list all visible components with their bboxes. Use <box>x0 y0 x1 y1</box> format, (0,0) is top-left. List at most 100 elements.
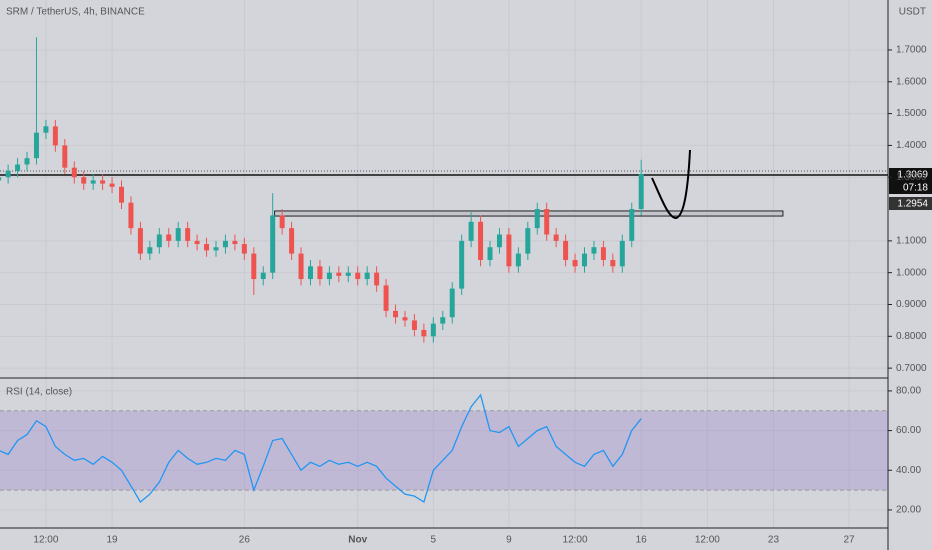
zone <box>274 210 784 217</box>
candle-body <box>411 320 417 330</box>
candle-body <box>515 253 521 267</box>
x-tick-label: 9 <box>506 535 512 546</box>
unit: USDT <box>899 7 926 18</box>
candle-body <box>15 164 21 171</box>
y-tick-label: 60.00 <box>896 425 921 436</box>
candle-body <box>213 247 219 251</box>
candle-body <box>421 329 427 337</box>
candle-body <box>374 272 380 286</box>
x-tick-label: 12:00 <box>695 535 720 546</box>
candle-body <box>62 145 68 168</box>
x-tick-label: 12:00 <box>33 535 58 546</box>
candle-body <box>71 167 77 178</box>
candle-body <box>572 259 578 267</box>
candle-body <box>194 240 200 245</box>
candle-body <box>487 247 493 260</box>
candle-body <box>430 323 436 337</box>
candle-body <box>563 240 569 260</box>
candle-body <box>5 170 11 178</box>
rsi-title: RSI (14, close) <box>6 387 72 398</box>
candle-body <box>260 272 266 280</box>
chart-title: SRM / TetherUS, 4h, BINANCE <box>6 7 145 18</box>
candle-body <box>525 228 531 254</box>
y-tick-label: 1.7000 <box>896 45 927 56</box>
candle-body <box>591 247 597 254</box>
candle-body <box>241 244 247 254</box>
x-tick-label: Nov <box>348 535 367 546</box>
candle-body <box>0 177 2 181</box>
y-tick-label: 20.00 <box>896 505 921 516</box>
candle-body <box>185 228 191 241</box>
candle-body <box>119 186 125 203</box>
candle-body <box>534 209 540 229</box>
candle-body <box>478 221 484 260</box>
x-tick-label: 12:00 <box>563 535 588 546</box>
candle-body <box>544 209 550 235</box>
y-tick-label: 1.0000 <box>896 267 927 278</box>
candle-body <box>251 253 257 280</box>
candle-body <box>289 228 295 254</box>
candle-body <box>109 183 115 187</box>
candle-body <box>638 174 644 210</box>
candle-body <box>355 272 361 280</box>
candle-body <box>232 240 238 245</box>
candle-body <box>364 272 370 280</box>
y-tick-label: 80.00 <box>896 386 921 397</box>
candle-body <box>619 240 625 267</box>
candle-body <box>506 234 512 267</box>
candle-body <box>629 209 635 241</box>
candle-body <box>317 266 323 280</box>
candle-body <box>496 234 502 248</box>
candle-body <box>336 272 342 276</box>
candle-body <box>43 126 49 133</box>
price-label: 1.3069 <box>897 170 928 181</box>
x-tick-label: 16 <box>636 535 648 546</box>
y-tick-label: 1.5000 <box>896 108 927 119</box>
candle-body <box>468 221 474 241</box>
candle-body <box>128 202 134 229</box>
candle-body <box>24 158 30 165</box>
candle-body <box>175 228 181 241</box>
candle-body <box>33 132 39 159</box>
candle-body <box>307 266 313 280</box>
candle-body <box>279 215 285 229</box>
candle-body <box>81 177 87 184</box>
y-tick-label: 40.00 <box>896 465 921 476</box>
y-tick-label: 1.3000 <box>896 172 927 183</box>
candle-body <box>440 317 446 324</box>
price-label-box <box>889 197 932 210</box>
countdown-label: 07:18 <box>903 183 928 194</box>
candle-body <box>345 272 351 276</box>
y-tick-label: 1.1000 <box>896 236 927 247</box>
candle-body <box>326 272 332 280</box>
x-tick-label: 5 <box>431 535 437 546</box>
candle-body <box>156 234 162 248</box>
candle-body <box>582 253 588 267</box>
countdown-box <box>889 181 932 194</box>
candle-body <box>610 259 616 267</box>
candle-body <box>147 247 153 254</box>
candle-body <box>100 180 106 184</box>
y-tick-label: 0.7000 <box>896 363 927 374</box>
candle-body <box>393 310 399 318</box>
drawn-curve <box>651 149 691 220</box>
y-tick-label: 1.4000 <box>896 140 927 151</box>
candle-body <box>90 180 96 184</box>
candle-body <box>449 288 455 318</box>
candle-body <box>402 317 408 321</box>
rsi-band <box>0 410 888 491</box>
candle-body <box>459 240 465 289</box>
candle-body <box>600 247 606 260</box>
price-label: 1.2954 <box>897 199 928 210</box>
x-tick-label: 26 <box>239 535 251 546</box>
candle-body <box>298 253 304 280</box>
y-tick-label: 1.6000 <box>896 76 927 87</box>
candle-body <box>166 234 172 241</box>
price-label-box <box>889 168 932 181</box>
candle-body <box>137 228 143 254</box>
candle-body <box>204 244 210 251</box>
candle-body <box>383 285 389 311</box>
